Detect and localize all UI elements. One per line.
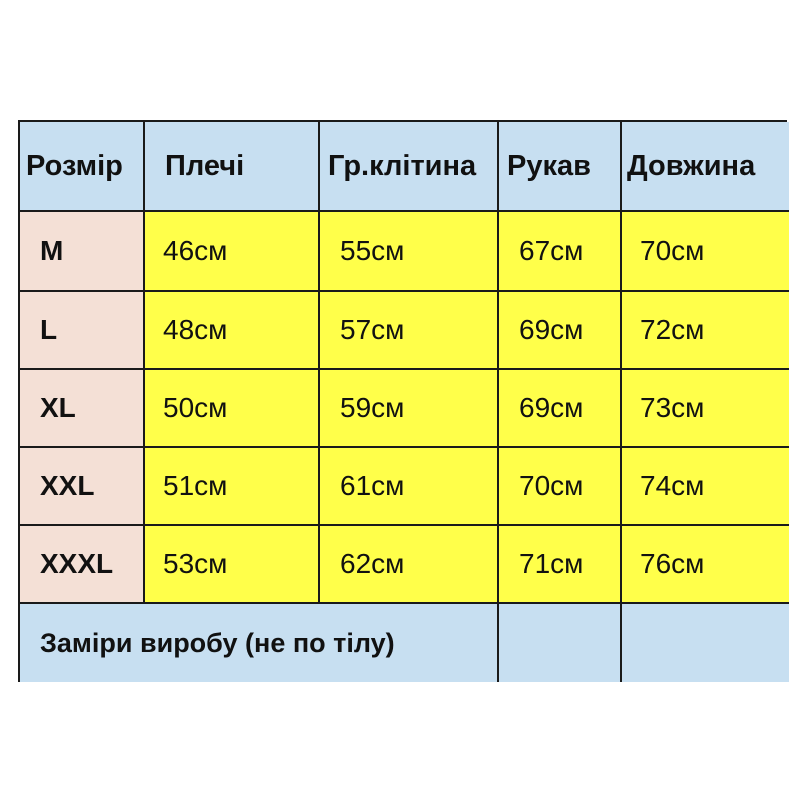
measurement-cell: 51см <box>145 448 320 526</box>
measurement-cell: 73см <box>622 370 789 448</box>
measurement-cell: 46см <box>145 212 320 292</box>
measurement-cell: 55см <box>320 212 499 292</box>
measurement-cell: 71см <box>499 526 622 604</box>
header-shoulders: Плечі <box>145 122 320 212</box>
size-label: XXL <box>20 448 145 526</box>
measurement-cell: 53см <box>145 526 320 604</box>
footer-empty-cell <box>622 604 789 682</box>
size-label: M <box>20 212 145 292</box>
size-label: XL <box>20 370 145 448</box>
header-length: Довжина <box>622 122 789 212</box>
measurement-cell: 76см <box>622 526 789 604</box>
measurement-cell: 57см <box>320 292 499 370</box>
measurement-cell: 50см <box>145 370 320 448</box>
measurement-cell: 59см <box>320 370 499 448</box>
header-chest: Гр.клітина <box>320 122 499 212</box>
measurement-cell: 67см <box>499 212 622 292</box>
footer-empty-cell <box>499 604 622 682</box>
size-label: XXXL <box>20 526 145 604</box>
measurement-cell: 70см <box>499 448 622 526</box>
size-label: L <box>20 292 145 370</box>
measurement-cell: 61см <box>320 448 499 526</box>
measurement-cell: 70см <box>622 212 789 292</box>
footer-note: Заміри виробу (не по тілу) <box>20 604 499 682</box>
measurement-cell: 69см <box>499 370 622 448</box>
measurement-cell: 69см <box>499 292 622 370</box>
header-size: Розмір <box>20 122 145 212</box>
measurement-cell: 72см <box>622 292 789 370</box>
measurement-cell: 48см <box>145 292 320 370</box>
header-sleeve: Рукав <box>499 122 622 212</box>
measurement-cell: 62см <box>320 526 499 604</box>
measurement-cell: 74см <box>622 448 789 526</box>
